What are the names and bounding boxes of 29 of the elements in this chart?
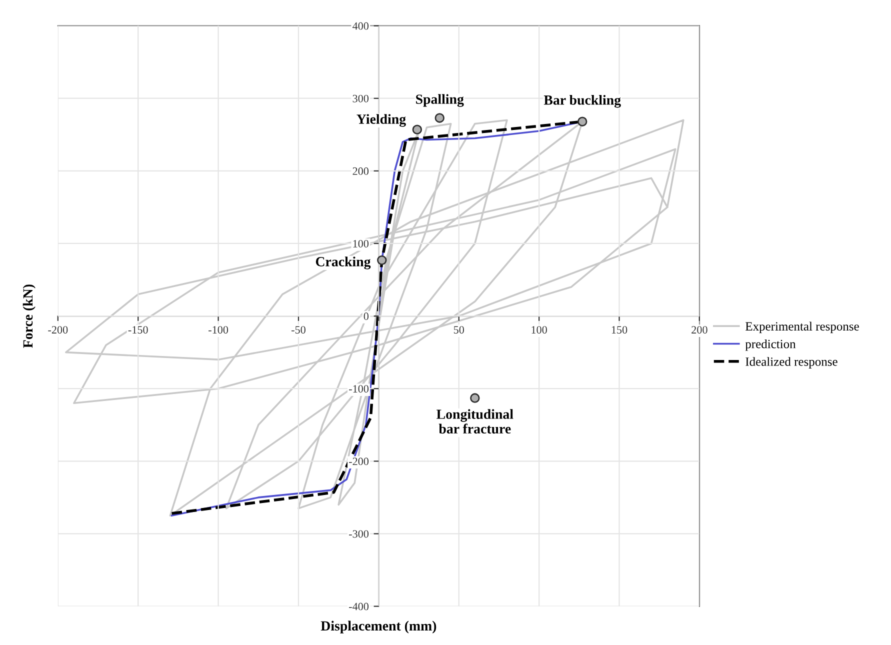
legend-label: prediction (745, 339, 796, 351)
x-tick-label: 100 (532, 326, 547, 334)
legend-label: Experimental response (746, 322, 859, 334)
annotation: Yielding (356, 114, 406, 127)
x-tick-label: -150 (128, 326, 148, 334)
y-tick-label: -200 (349, 458, 369, 466)
y-tick-label: -100 (349, 385, 369, 393)
x-axis-title: Displacement (mm) (320, 620, 436, 634)
x-tick-label: -200 (48, 326, 68, 334)
annotation: Longitudinal bar fracture (436, 409, 514, 434)
annotation: Cracking (316, 256, 371, 270)
x-tick-label: 50 (454, 326, 464, 334)
x-tick-label: 200 (692, 326, 708, 334)
x-tick-label: 150 (612, 326, 628, 334)
y-tick-label: 400 (352, 22, 369, 30)
y-tick-label: -400 (349, 602, 369, 610)
annotation: Bar buckling (544, 94, 621, 108)
legend-label: Idealized response (746, 357, 838, 368)
annotation: Spalling (416, 94, 464, 107)
y-tick-label: -300 (349, 530, 369, 538)
point (577, 116, 588, 126)
y-tick-label: 100 (353, 240, 369, 248)
x-tick-label: -100 (208, 326, 228, 334)
y-tick-label: 200 (352, 167, 369, 175)
y-tick-label: 300 (352, 94, 369, 102)
y-axis-title: Force (kN) (22, 284, 36, 348)
x-tick-label: -50 (291, 326, 306, 334)
point (412, 124, 422, 134)
y-tick-label: 0 (364, 312, 369, 320)
